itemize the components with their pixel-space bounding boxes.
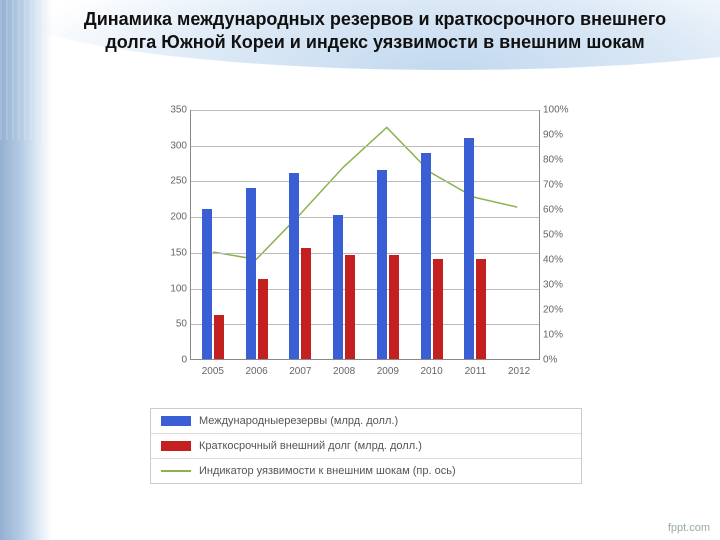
- footer-credit: fppt.com: [668, 522, 710, 534]
- chart-ytick-right: 90%: [543, 130, 579, 141]
- chart-legend: Международныерезервы (млрд. долл.) Кратко…: [150, 408, 582, 484]
- chart-xtick: 2011: [465, 366, 487, 377]
- chart-xtick: 2006: [246, 366, 268, 377]
- chart-ytick-right: 70%: [543, 180, 579, 191]
- chart-ytick-left: 100: [157, 283, 187, 294]
- chart-bar-reserves: [289, 173, 299, 359]
- chart-xtick: 2007: [289, 366, 311, 377]
- chart-ytick-right: 0%: [543, 355, 579, 366]
- chart-xtick: 2010: [421, 366, 443, 377]
- legend-label: Международныерезервы (млрд. долл.): [199, 415, 398, 427]
- chart-ytick-right: 20%: [543, 305, 579, 316]
- legend-label: Индикатор уязвимости к внешним шокам (пр…: [199, 465, 456, 477]
- chart-ytick-left: 0: [157, 355, 187, 366]
- chart-ytick-left: 250: [157, 176, 187, 187]
- slide-title: Динамика международных резервов и кратко…: [70, 8, 680, 53]
- chart-bar-reserves: [246, 188, 256, 359]
- chart-bar-reserves: [377, 170, 387, 359]
- chart-ytick-right: 80%: [543, 155, 579, 166]
- chart-gridline: [191, 146, 539, 147]
- chart-ytick-right: 10%: [543, 330, 579, 341]
- chart-ytick-left: 300: [157, 140, 187, 151]
- chart-gridline: [191, 289, 539, 290]
- chart-line-layer: [191, 110, 539, 359]
- legend-item: Краткосрочный внешний долг (млрд. долл.): [151, 433, 581, 458]
- chart-xtick: 2008: [333, 366, 355, 377]
- slide: { "title": "Динамика международных резер…: [0, 0, 720, 540]
- chart-bar-st_debt: [258, 279, 268, 359]
- legend-swatch-line: [161, 470, 191, 472]
- chart-bar-reserves: [333, 215, 343, 359]
- chart-bar-reserves: [464, 138, 474, 359]
- legend-swatch-bar: [161, 441, 191, 451]
- chart-ytick-left: 150: [157, 247, 187, 258]
- chart-gridline: [191, 253, 539, 254]
- chart-ytick-right: 40%: [543, 255, 579, 266]
- chart-bar-st_debt: [345, 255, 355, 359]
- chart-gridline: [191, 181, 539, 182]
- legend-item: Международныерезервы (млрд. долл.): [151, 409, 581, 433]
- chart-ytick-left: 50: [157, 319, 187, 330]
- chart-gridline: [191, 324, 539, 325]
- chart-bar-reserves: [421, 153, 431, 359]
- legend-swatch-bar: [161, 416, 191, 426]
- chart-bar-st_debt: [389, 255, 399, 359]
- chart-ytick-right: 30%: [543, 280, 579, 291]
- chart: 0 50 100 150 200 250 300 350 0% 10% 20% 30% 40% 50% 60…: [150, 100, 580, 400]
- chart-ytick-right: 50%: [543, 230, 579, 241]
- chart-ytick-right: 100%: [543, 105, 579, 116]
- chart-ytick-left: 350: [157, 105, 187, 116]
- slide-left-decoration: [0, 0, 52, 540]
- legend-item: Индикатор уязвимости к внешним шокам (пр…: [151, 458, 581, 483]
- chart-ytick-right: 60%: [543, 205, 579, 216]
- chart-xtick: 2005: [202, 366, 224, 377]
- chart-ytick-left: 200: [157, 212, 187, 223]
- chart-bar-reserves: [202, 209, 212, 359]
- legend-label: Краткосрочный внешний долг (млрд. долл.): [199, 440, 422, 452]
- chart-xtick: 2012: [508, 366, 530, 377]
- chart-xtick: 2009: [377, 366, 399, 377]
- chart-gridline: [191, 110, 539, 111]
- chart-plot-area: 0501001502002503003500%10%20%30%40%50%60…: [190, 110, 540, 360]
- chart-gridline: [191, 217, 539, 218]
- chart-bar-st_debt: [476, 259, 486, 359]
- chart-bar-st_debt: [214, 315, 224, 359]
- chart-bar-st_debt: [433, 259, 443, 359]
- chart-bar-st_debt: [301, 248, 311, 359]
